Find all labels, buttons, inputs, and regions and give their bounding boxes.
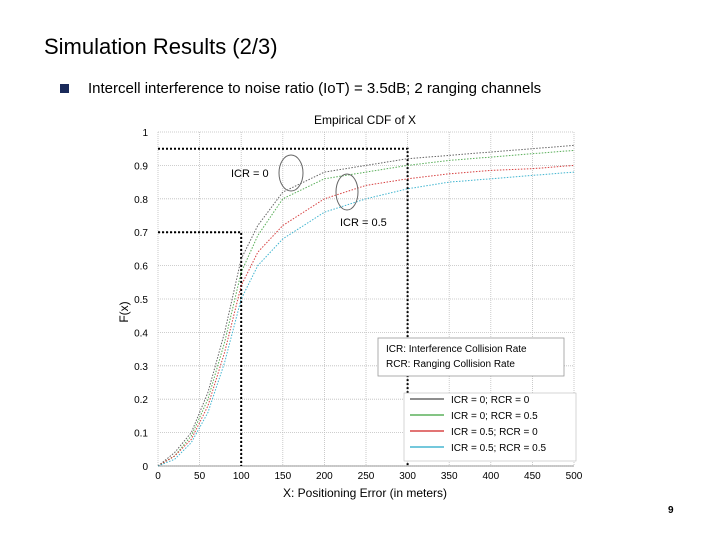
y-tick-label: 1 — [142, 128, 148, 139]
slide-title: Simulation Results (2/3) — [44, 34, 278, 59]
icr0-ellipse — [278, 154, 304, 192]
y-tick-label: 0.2 — [134, 395, 148, 406]
y-tick-label: 0 — [142, 462, 148, 473]
series-line-4 — [157, 171, 575, 467]
y-tick-label: 0.8 — [134, 195, 148, 206]
page-number: 9 — [668, 505, 674, 516]
y-tick-label: 0.1 — [134, 429, 148, 440]
icr0-label: ICR = 0 — [231, 168, 269, 180]
legend-label-1: ICR = 0; RCR = 0 — [451, 395, 530, 406]
annotations: ICR = 0 ICR = 0.5 — [231, 154, 387, 229]
y-tick-label: 0.6 — [134, 262, 148, 273]
x-tick-label: 150 — [274, 471, 291, 482]
bullet-row: Intercell interference to noise ratio (I… — [60, 80, 541, 97]
series-lines — [157, 144, 575, 467]
legend-label-4: ICR = 0.5; RCR = 0.5 — [451, 443, 546, 454]
y-tick-label: 0.5 — [134, 295, 148, 306]
x-tick-label: 500 — [566, 471, 583, 482]
icr05-label: ICR = 0.5 — [340, 217, 387, 229]
x-tick-label: 400 — [482, 471, 499, 482]
y-axis-label: F(x) — [117, 301, 131, 322]
y-tick-label: 0.4 — [134, 328, 148, 339]
x-tick-label: 100 — [233, 471, 250, 482]
legend-label-3: ICR = 0.5; RCR = 0 — [451, 427, 538, 438]
legend-note-line-1: ICR: Interference Collision Rate — [386, 344, 527, 355]
series-line-3 — [157, 164, 575, 467]
y-tick-label: 0.7 — [134, 228, 148, 239]
legend-note-line-2: RCR: Ranging Collision Rate — [386, 359, 515, 370]
x-axis-label: X: Positioning Error (in meters) — [283, 486, 447, 500]
x-tick-label: 0 — [155, 471, 161, 482]
x-tick-label: 50 — [194, 471, 206, 482]
x-tick-label: 450 — [524, 471, 541, 482]
series-line-1 — [157, 144, 575, 467]
legend-label-2: ICR = 0; RCR = 0.5 — [451, 411, 538, 422]
icr05-ellipse — [335, 173, 359, 211]
chart-title: Empirical CDF of X — [314, 113, 416, 127]
series-line-2 — [157, 149, 575, 467]
bullet-text: Intercell interference to noise ratio (I… — [88, 80, 542, 97]
y-tick-label: 0.3 — [134, 362, 148, 373]
x-tick-label: 300 — [399, 471, 416, 482]
axes: Empirical CDF of X X: Positioning Error … — [117, 113, 583, 500]
x-tick-label: 250 — [358, 471, 375, 482]
legend-note-box — [377, 337, 565, 377]
x-tick-label: 350 — [441, 471, 458, 482]
y-tick-label: 0.9 — [134, 161, 148, 172]
legend: ICR: Interference Collision Rate RCR: Ra… — [377, 337, 577, 462]
x-tick-label: 200 — [316, 471, 333, 482]
legend-box — [403, 392, 577, 462]
square-bullet-icon — [60, 84, 69, 93]
